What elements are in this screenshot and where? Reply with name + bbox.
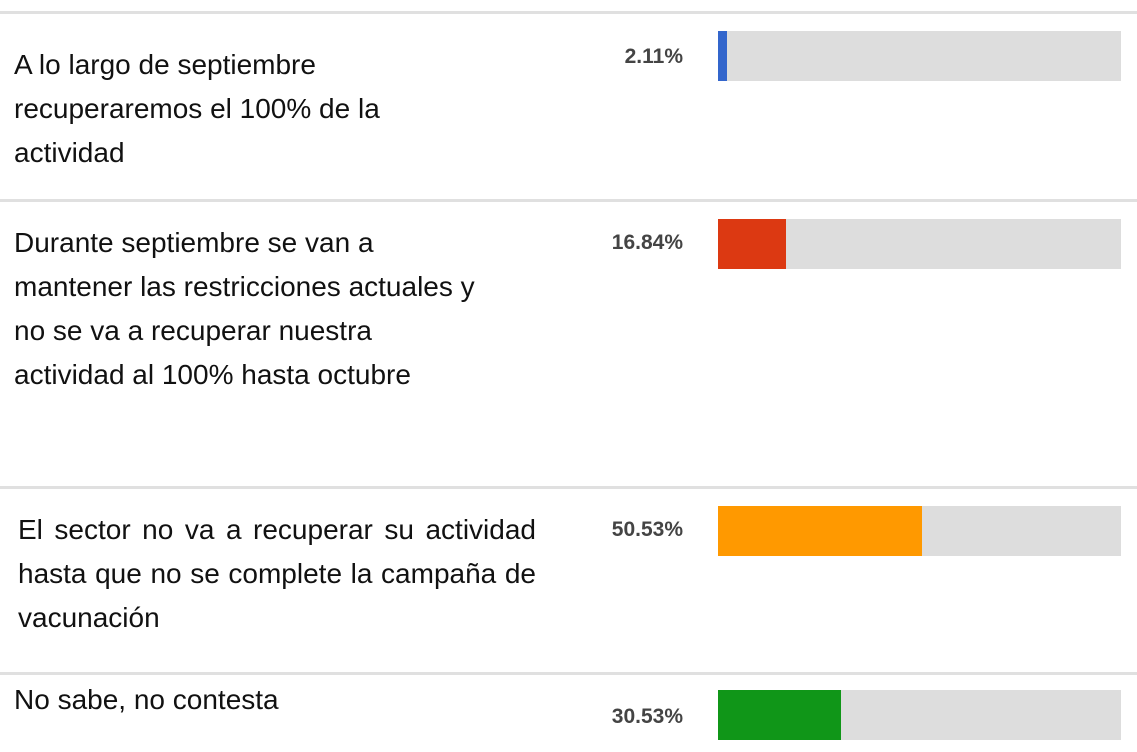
separator bbox=[0, 486, 1137, 489]
category-label: A lo largo de septiembre recuperaremos e… bbox=[14, 49, 380, 168]
separator bbox=[0, 199, 1137, 202]
value-label: 50.53% bbox=[611, 518, 683, 541]
bar-track bbox=[718, 31, 1121, 81]
bar bbox=[718, 219, 786, 269]
bar bbox=[718, 31, 727, 81]
bar bbox=[718, 506, 922, 556]
value-label: 16.84% bbox=[611, 231, 683, 254]
category-label: Durante septiembre se van a mantener las… bbox=[14, 227, 475, 390]
value-label: 2.11% bbox=[624, 45, 683, 68]
value-label: 30.53% bbox=[611, 705, 683, 728]
separator bbox=[0, 11, 1137, 14]
category-label: El sector no va a recuperar su actividad… bbox=[18, 514, 536, 633]
bar bbox=[718, 690, 842, 740]
category-label: No sabe, no contesta bbox=[14, 684, 279, 715]
separator bbox=[0, 672, 1137, 675]
bar-track bbox=[718, 690, 1121, 740]
bar-track bbox=[718, 506, 1121, 556]
bar-track bbox=[718, 219, 1121, 269]
